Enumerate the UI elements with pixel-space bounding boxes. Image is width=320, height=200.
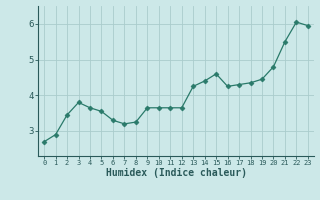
X-axis label: Humidex (Indice chaleur): Humidex (Indice chaleur) [106, 168, 246, 178]
